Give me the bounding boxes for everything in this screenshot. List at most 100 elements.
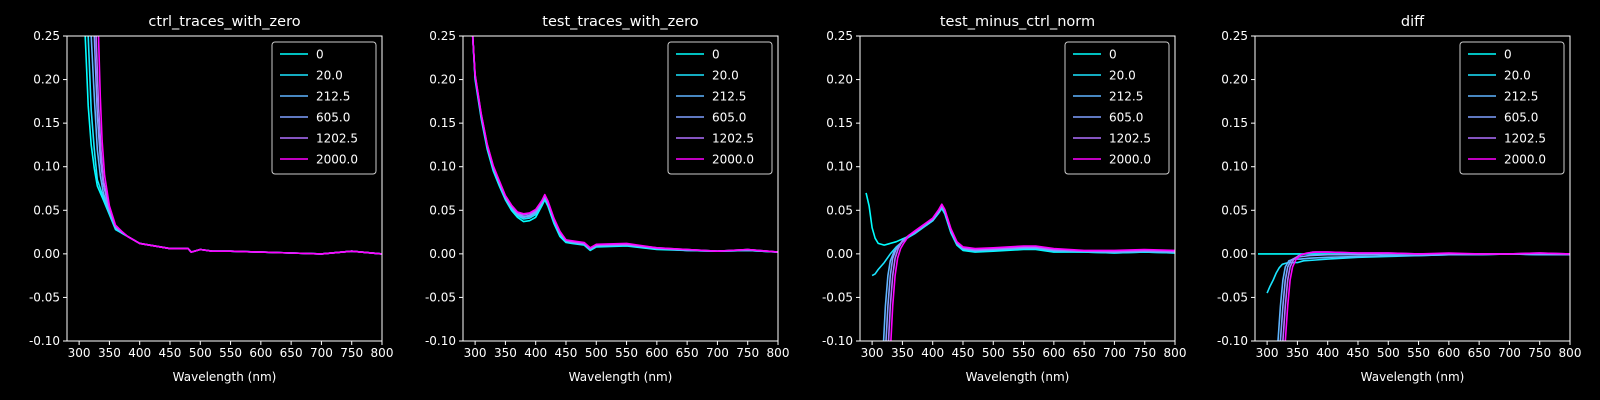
x-tick-label: 650: [676, 346, 699, 360]
x-tick-label: 700: [1498, 346, 1521, 360]
axes-frame: [859, 35, 1176, 342]
series-line-2: [1266, 253, 1570, 294]
legend: 0 20.0 212.5 605.0 1202.5 2000.0: [667, 41, 773, 175]
x-tick-label: 450: [159, 346, 182, 360]
series-line-6: [97, 36, 382, 255]
y-tick-label: 0.15: [1221, 116, 1248, 130]
legend: 0 20.0 212.5 605.0 1202.5 2000.0: [271, 41, 377, 175]
chart-title: test_minus_ctrl_norm: [940, 14, 1095, 30]
x-tick-label: 750: [736, 346, 759, 360]
legend-entry: 2000.0: [712, 153, 754, 167]
series-line-4: [885, 205, 1175, 341]
legend-entry: 1202.5: [316, 132, 358, 146]
x-tick-label: 650: [1468, 346, 1491, 360]
x-tick-label: 300: [68, 346, 91, 360]
x-tick-label: 800: [371, 346, 394, 360]
x-tick-label: 450: [952, 346, 975, 360]
x-tick-label: 550: [219, 346, 242, 360]
y-tick-label: 0.05: [826, 203, 853, 217]
x-tick-label: 400: [921, 346, 944, 360]
y-tick-label: 0.00: [826, 247, 853, 261]
legend-entry: 0: [712, 48, 720, 62]
series-line-3: [882, 206, 1175, 341]
x-tick-label: 400: [128, 346, 151, 360]
series-line-6: [471, 36, 778, 253]
y-tick-label: -0.10: [425, 334, 456, 348]
x-tick-label: 300: [464, 346, 487, 360]
y-tick-label: 0.25: [1221, 29, 1248, 43]
x-tick-label: 700: [1103, 346, 1126, 360]
x-tick-label: 750: [1133, 346, 1156, 360]
x-tick-label: 550: [1407, 346, 1430, 360]
y-tick-label: -0.05: [822, 290, 853, 304]
legend-entry: 20.0: [1504, 69, 1531, 83]
x-tick-label: 350: [494, 346, 517, 360]
chart-title: ctrl_traces_with_zero: [148, 14, 300, 30]
legend-entry: 2000.0: [1504, 153, 1546, 167]
chart-panel-2: 300 350 400 450 500 550 600 650 700 750 800 -0.10 -0…: [425, 14, 790, 384]
y-tick-label: 0.10: [826, 160, 853, 174]
plot-area: [471, 36, 778, 253]
legend-entry: 212.5: [1504, 90, 1538, 104]
plot-area: [865, 192, 1175, 341]
x-tick-label: 600: [645, 346, 668, 360]
legend-entry: 20.0: [316, 69, 343, 83]
y-tick-label: -0.10: [1217, 334, 1248, 348]
x-tick-label: 500: [189, 346, 212, 360]
x-tick-label: 450: [555, 346, 578, 360]
legend-entry: 605.0: [1109, 111, 1143, 125]
legend-entry: 20.0: [712, 69, 739, 83]
series-line-5: [1282, 251, 1570, 341]
x-tick-label: 600: [1042, 346, 1065, 360]
x-tick-label: 750: [1528, 346, 1551, 360]
y-tick-label: 0.05: [33, 203, 60, 217]
x-tick-label: 650: [280, 346, 303, 360]
y-tick-label: 0.20: [33, 73, 60, 87]
chart-panel-4: 300 350 400 450 500 550 600 650 700 750 800 -0.10 -0…: [1217, 14, 1582, 384]
chart-panel-3: 300 350 400 450 500 550 600 650 700 750 800 -0.10 -0…: [822, 14, 1187, 384]
x-tick-label: 500: [1377, 346, 1400, 360]
series-line-5: [887, 204, 1175, 341]
series-line-6: [1284, 251, 1570, 341]
y-tick-label: 0.10: [429, 160, 456, 174]
y-tick-label: -0.10: [822, 334, 853, 348]
y-tick-label: 0.25: [33, 29, 60, 43]
x-axis-label: Wavelength (nm): [1361, 370, 1465, 384]
plot-area: [84, 36, 382, 255]
x-tick-label: 450: [1347, 346, 1370, 360]
legend-entry: 1202.5: [1109, 132, 1151, 146]
x-tick-label: 800: [767, 346, 790, 360]
series-line-6: [890, 203, 1175, 341]
y-tick-label: 0.25: [429, 29, 456, 43]
x-tick-label: 400: [524, 346, 547, 360]
x-tick-label: 350: [1286, 346, 1309, 360]
y-tick-label: 0.00: [33, 247, 60, 261]
x-tick-label: 500: [585, 346, 608, 360]
y-tick-label: -0.05: [425, 290, 456, 304]
axes-frame: [66, 35, 383, 342]
legend-entry: 2000.0: [316, 153, 358, 167]
x-tick-label: 750: [340, 346, 363, 360]
y-tick-label: 0.00: [429, 247, 456, 261]
y-tick-label: 0.10: [33, 160, 60, 174]
x-tick-label: 600: [1437, 346, 1460, 360]
x-tick-label: 550: [615, 346, 638, 360]
legend-entry: 20.0: [1109, 69, 1136, 83]
chart-panel-1: 300 350 400 450 500 550 600 650 700 750 800 -0.10 -0…: [29, 14, 394, 384]
plot-area: [1258, 251, 1570, 341]
y-tick-label: -0.10: [29, 334, 60, 348]
legend: 0 20.0 212.5 605.0 1202.5 2000.0: [1064, 41, 1170, 175]
x-tick-label: 350: [98, 346, 121, 360]
legend-entry: 0: [1109, 48, 1117, 62]
legend-entry: 605.0: [316, 111, 350, 125]
x-axis-label: Wavelength (nm): [569, 370, 673, 384]
axes-frame: [462, 35, 779, 342]
y-tick-label: 0.15: [33, 116, 60, 130]
legend-entry: 212.5: [316, 90, 350, 104]
y-tick-label: 0.15: [826, 116, 853, 130]
x-tick-label: 600: [249, 346, 272, 360]
legend-entry: 1202.5: [1504, 132, 1546, 146]
x-tick-label: 700: [310, 346, 333, 360]
legend-entry: 1202.5: [712, 132, 754, 146]
x-tick-label: 500: [982, 346, 1005, 360]
